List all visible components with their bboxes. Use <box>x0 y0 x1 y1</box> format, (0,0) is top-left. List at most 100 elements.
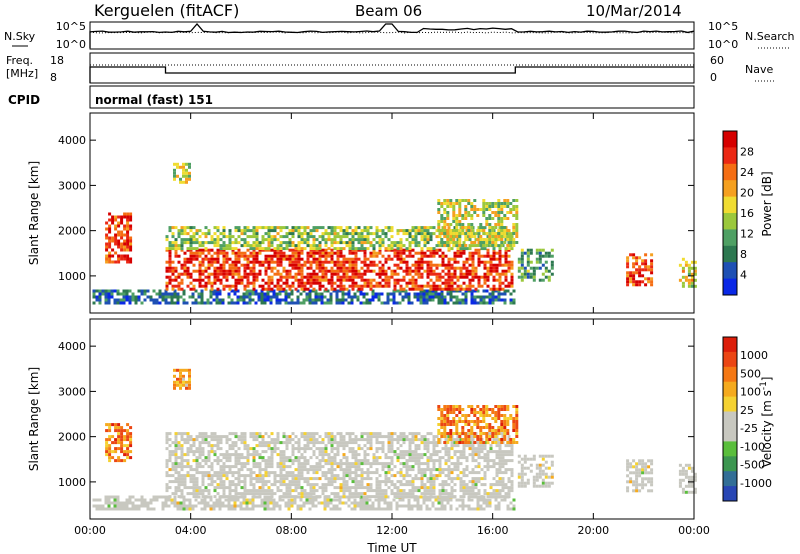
data-cell <box>489 254 493 258</box>
data-cell <box>420 483 424 487</box>
data-cell <box>182 298 186 302</box>
data-cell <box>462 444 466 448</box>
data-cell <box>198 447 202 451</box>
data-cell <box>222 254 226 258</box>
data-cell <box>464 211 468 214</box>
data-cell <box>276 486 280 490</box>
data-cell <box>426 432 430 436</box>
data-cell <box>110 289 114 293</box>
data-cell <box>438 278 442 282</box>
data-cell <box>464 244 468 247</box>
data-cell <box>447 275 451 279</box>
data-cell <box>510 260 514 264</box>
data-cell <box>126 248 130 252</box>
data-cell <box>128 498 132 502</box>
data-cell <box>684 278 688 282</box>
data-cell <box>185 507 189 511</box>
data-cell <box>279 453 283 457</box>
data-cell <box>423 238 427 242</box>
data-cell <box>243 432 247 436</box>
data-cell <box>116 298 120 302</box>
data-cell <box>240 229 244 233</box>
data-cell <box>455 232 459 235</box>
data-cell <box>176 292 180 296</box>
data-cell <box>200 292 204 296</box>
data-cell <box>308 301 312 305</box>
data-cell <box>168 266 172 270</box>
data-cell <box>423 453 427 457</box>
data-cell <box>363 226 367 230</box>
data-cell <box>408 278 412 282</box>
data-cell <box>492 263 496 267</box>
data-cell <box>509 235 513 238</box>
data-cell <box>117 257 121 261</box>
data-cell <box>324 495 328 499</box>
data-cell <box>471 486 475 490</box>
data-cell <box>276 438 280 442</box>
data-cell <box>252 284 256 288</box>
data-cell <box>122 295 126 299</box>
data-cell <box>440 217 444 220</box>
data-cell <box>435 287 439 291</box>
data-cell <box>467 289 471 293</box>
data-cell <box>644 259 648 263</box>
data-cell <box>462 272 466 276</box>
data-cell <box>414 477 418 481</box>
data-cell <box>306 483 310 487</box>
data-cell <box>327 483 331 487</box>
data-cell <box>206 301 210 305</box>
data-cell <box>189 477 193 481</box>
data-cell <box>535 260 539 264</box>
data-cell <box>351 438 355 442</box>
data-cell <box>351 278 355 282</box>
data-cell <box>188 171 191 175</box>
data-cell <box>252 263 256 267</box>
data-cell <box>129 441 133 445</box>
data-cell <box>459 272 463 276</box>
data-cell <box>270 495 274 499</box>
data-cell <box>375 480 379 484</box>
data-cell <box>249 480 253 484</box>
data-cell <box>119 504 123 508</box>
data-cell <box>198 444 202 448</box>
data-cell <box>336 254 340 258</box>
data-cell <box>245 504 249 508</box>
data-cell <box>693 284 697 288</box>
data-cell <box>393 483 397 487</box>
data-cell <box>404 504 408 508</box>
data-cell <box>252 447 256 451</box>
data-cell <box>455 226 459 229</box>
freq-tick-bottom: 8 <box>50 71 57 84</box>
data-cell <box>372 495 376 499</box>
data-cell <box>210 272 214 276</box>
data-cell <box>411 278 415 282</box>
data-cell <box>321 226 325 230</box>
data-cell <box>225 275 229 279</box>
data-cell <box>300 474 304 478</box>
data-cell <box>243 254 247 258</box>
data-cell <box>200 507 204 511</box>
data-cell <box>165 483 169 487</box>
data-cell <box>342 435 346 439</box>
data-cell <box>252 432 256 436</box>
data-cell <box>437 241 441 244</box>
data-cell <box>369 444 373 448</box>
data-cell <box>396 459 400 463</box>
data-cell <box>440 408 444 411</box>
data-cell <box>393 244 397 248</box>
data-cell <box>218 498 222 502</box>
data-cell <box>311 301 315 305</box>
data-cell <box>173 171 176 175</box>
data-cell <box>105 260 109 264</box>
data-cell <box>251 292 255 296</box>
data-cell <box>354 468 358 472</box>
data-cell <box>342 471 346 475</box>
data-cell <box>366 462 370 466</box>
data-cell <box>108 212 112 216</box>
data-cell <box>207 257 211 261</box>
data-cell <box>240 275 244 279</box>
data-cell <box>279 489 283 493</box>
data-cell <box>371 295 375 299</box>
data-cell <box>122 289 126 293</box>
